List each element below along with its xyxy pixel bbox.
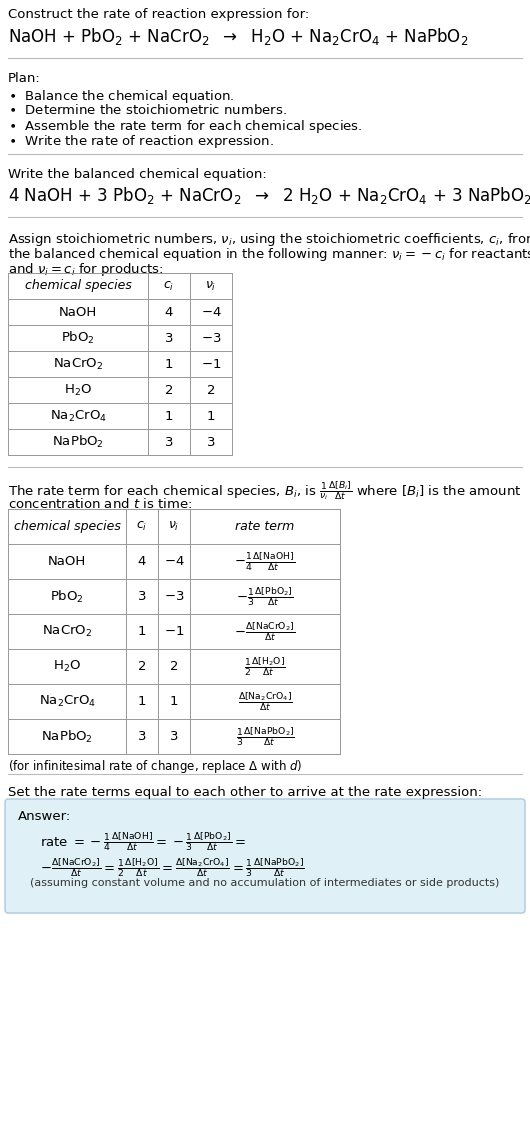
Text: Na$_2$CrO$_4$: Na$_2$CrO$_4$: [49, 409, 107, 424]
Text: NaPbO$_2$: NaPbO$_2$: [52, 434, 104, 450]
Text: Answer:: Answer:: [18, 810, 71, 822]
Text: $-\frac{1}{3}\frac{\Delta[\mathrm{PbO_2}]}{\Delta t}$: $-\frac{1}{3}\frac{\Delta[\mathrm{PbO_2}…: [236, 585, 294, 608]
Text: NaOH: NaOH: [48, 556, 86, 568]
Text: (assuming constant volume and no accumulation of intermediates or side products): (assuming constant volume and no accumul…: [30, 878, 500, 888]
Text: NaCrO$_2$: NaCrO$_2$: [42, 624, 92, 640]
Text: The rate term for each chemical species, $B_i$, is $\frac{1}{\nu_i}\frac{\Delta[: The rate term for each chemical species,…: [8, 479, 522, 502]
Text: 1: 1: [170, 695, 178, 708]
Text: $c_i$: $c_i$: [136, 520, 148, 533]
Text: $-\frac{\Delta[\mathrm{NaCrO_2}]}{\Delta t} = \frac{1}{2}\frac{\Delta[\mathrm{H_: $-\frac{\Delta[\mathrm{NaCrO_2}]}{\Delta…: [40, 857, 305, 879]
Text: 3: 3: [138, 590, 146, 603]
Text: $-\frac{1}{4}\frac{\Delta[\mathrm{NaOH}]}{\Delta t}$: $-\frac{1}{4}\frac{\Delta[\mathrm{NaOH}]…: [234, 551, 296, 573]
Text: $\bullet$  Balance the chemical equation.: $\bullet$ Balance the chemical equation.: [8, 87, 235, 105]
Text: 4: 4: [138, 556, 146, 568]
Text: NaOH + PbO$_2$ + NaCrO$_2$  $\rightarrow$  H$_2$O + Na$_2$CrO$_4$ + NaPbO$_2$: NaOH + PbO$_2$ + NaCrO$_2$ $\rightarrow$…: [8, 26, 469, 47]
Text: Plan:: Plan:: [8, 72, 41, 85]
Text: rate term: rate term: [235, 520, 295, 533]
Text: H$_2$O: H$_2$O: [53, 659, 81, 674]
Text: 1: 1: [207, 409, 215, 423]
Text: 2: 2: [170, 660, 178, 673]
Text: $-4$: $-4$: [164, 556, 184, 568]
Text: $-3$: $-3$: [201, 332, 221, 344]
Text: $\bullet$  Write the rate of reaction expression.: $\bullet$ Write the rate of reaction exp…: [8, 133, 274, 150]
Text: H$_2$O: H$_2$O: [64, 383, 92, 398]
Text: 1: 1: [138, 695, 146, 708]
Text: $-1$: $-1$: [164, 625, 184, 638]
Text: 1: 1: [165, 358, 173, 370]
Text: $\frac{1}{3}\frac{\Delta[\mathrm{NaPbO_2}]}{\Delta t}$: $\frac{1}{3}\frac{\Delta[\mathrm{NaPbO_2…: [235, 725, 295, 747]
Text: and $\nu_i = c_i$ for products:: and $\nu_i = c_i$ for products:: [8, 261, 164, 278]
Text: 1: 1: [165, 409, 173, 423]
Text: PbO$_2$: PbO$_2$: [50, 588, 84, 604]
Text: NaCrO$_2$: NaCrO$_2$: [53, 357, 103, 371]
Text: NaOH: NaOH: [59, 306, 97, 318]
Text: chemical species: chemical species: [24, 279, 131, 292]
Text: 3: 3: [165, 435, 173, 449]
Text: $\frac{1}{2}\frac{\Delta[\mathrm{H_2O}]}{\Delta t}$: $\frac{1}{2}\frac{\Delta[\mathrm{H_2O}]}…: [244, 655, 286, 678]
Text: NaPbO$_2$: NaPbO$_2$: [41, 728, 93, 744]
Text: $-4$: $-4$: [201, 306, 222, 318]
Text: $-3$: $-3$: [164, 590, 184, 603]
Text: $\frac{\Delta[\mathrm{Na_2CrO_4}]}{\Delta t}$: $\frac{\Delta[\mathrm{Na_2CrO_4}]}{\Delt…: [237, 690, 293, 713]
Text: Construct the rate of reaction expression for:: Construct the rate of reaction expressio…: [8, 8, 309, 20]
Text: 3: 3: [170, 730, 178, 743]
Text: 3: 3: [165, 332, 173, 344]
Text: Assign stoichiometric numbers, $\nu_i$, using the stoichiometric coefficients, $: Assign stoichiometric numbers, $\nu_i$, …: [8, 231, 530, 248]
Text: Na$_2$CrO$_4$: Na$_2$CrO$_4$: [39, 694, 95, 709]
Bar: [8, 273, 232, 456]
Text: Set the rate terms equal to each other to arrive at the rate expression:: Set the rate terms equal to each other t…: [8, 786, 482, 799]
Text: the balanced chemical equation in the following manner: $\nu_i = -c_i$ for react: the balanced chemical equation in the fo…: [8, 247, 530, 264]
Text: 4: 4: [165, 306, 173, 318]
Text: $\nu_i$: $\nu_i$: [169, 520, 180, 533]
Text: $c_i$: $c_i$: [163, 279, 174, 293]
Text: $-1$: $-1$: [201, 358, 221, 370]
Text: 3: 3: [138, 730, 146, 743]
Text: 2: 2: [165, 384, 173, 396]
Text: $\bullet$  Assemble the rate term for each chemical species.: $\bullet$ Assemble the rate term for eac…: [8, 118, 363, 135]
Text: 2: 2: [138, 660, 146, 673]
Text: PbO$_2$: PbO$_2$: [61, 329, 95, 346]
Text: $\nu_i$: $\nu_i$: [205, 279, 217, 293]
Text: rate $= -\frac{1}{4}\frac{\Delta[\mathrm{NaOH}]}{\Delta t} = -\frac{1}{3}\frac{\: rate $= -\frac{1}{4}\frac{\Delta[\mathrm…: [40, 830, 246, 853]
Text: Write the balanced chemical equation:: Write the balanced chemical equation:: [8, 168, 267, 181]
Text: 4 NaOH + 3 PbO$_2$ + NaCrO$_2$  $\rightarrow$  2 H$_2$O + Na$_2$CrO$_4$ + 3 NaPb: 4 NaOH + 3 PbO$_2$ + NaCrO$_2$ $\rightar…: [8, 185, 530, 206]
Text: chemical species: chemical species: [14, 520, 120, 533]
Bar: [8, 509, 340, 754]
Text: 2: 2: [207, 384, 215, 396]
Text: 3: 3: [207, 435, 215, 449]
FancyBboxPatch shape: [5, 799, 525, 913]
Text: concentration and $t$ is time:: concentration and $t$ is time:: [8, 498, 192, 511]
Text: (for infinitesimal rate of change, replace $\Delta$ with $d$): (for infinitesimal rate of change, repla…: [8, 758, 303, 775]
Text: $-\frac{\Delta[\mathrm{NaCrO_2}]}{\Delta t}$: $-\frac{\Delta[\mathrm{NaCrO_2}]}{\Delta…: [234, 620, 296, 643]
Text: $\bullet$  Determine the stoichiometric numbers.: $\bullet$ Determine the stoichiometric n…: [8, 103, 287, 117]
Text: 1: 1: [138, 625, 146, 638]
